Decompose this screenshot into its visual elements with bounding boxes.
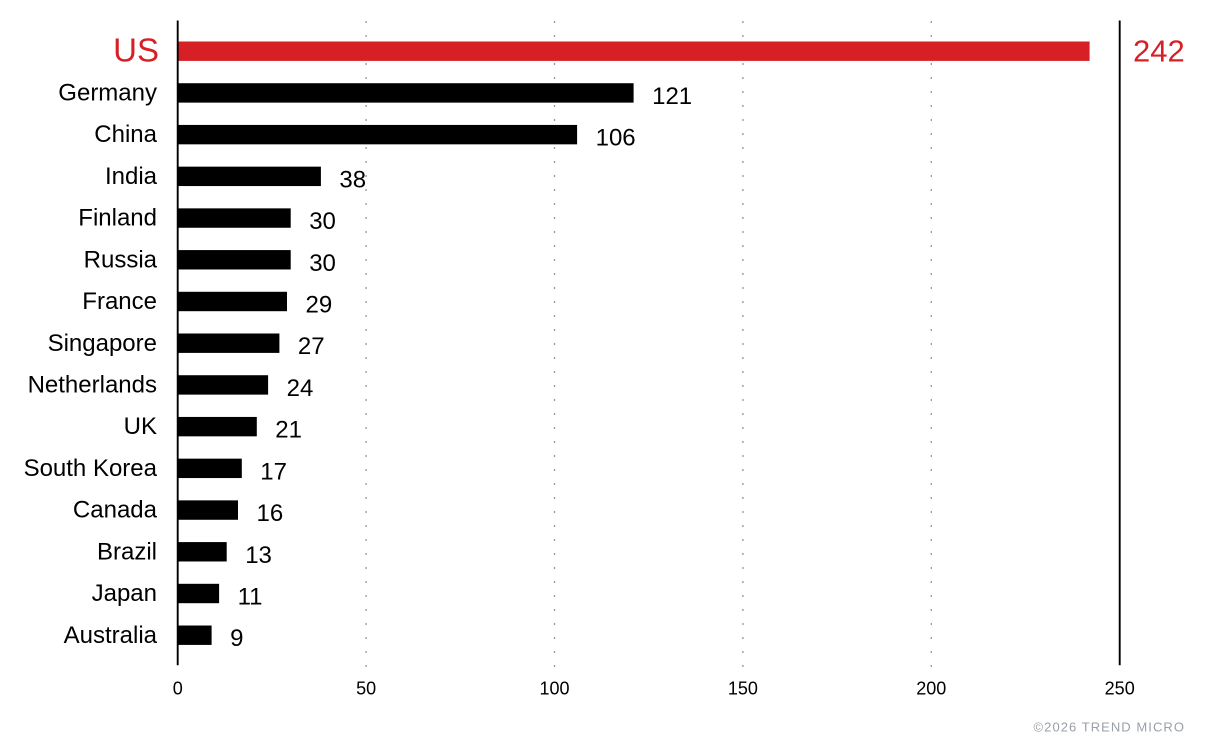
svg-text:150: 150 xyxy=(728,679,758,699)
svg-text:38: 38 xyxy=(339,166,366,193)
svg-text:11: 11 xyxy=(238,584,263,611)
svg-text:South Korea: South Korea xyxy=(24,455,158,482)
svg-text:Russia: Russia xyxy=(84,246,158,273)
svg-text:106: 106 xyxy=(596,125,636,152)
svg-text:30: 30 xyxy=(309,250,336,277)
svg-text:24: 24 xyxy=(287,375,314,402)
svg-text:Canada: Canada xyxy=(73,497,158,524)
svg-text:30: 30 xyxy=(309,208,336,235)
svg-text:China: China xyxy=(94,121,157,148)
svg-text:UK: UK xyxy=(124,413,157,440)
svg-text:Brazil: Brazil xyxy=(97,538,157,565)
svg-text:9: 9 xyxy=(230,625,243,652)
svg-text:Singapore: Singapore xyxy=(48,330,157,357)
svg-text:US: US xyxy=(113,31,159,68)
svg-text:100: 100 xyxy=(539,679,569,699)
svg-text:Australia: Australia xyxy=(64,622,158,649)
svg-text:200: 200 xyxy=(916,679,946,699)
svg-text:16: 16 xyxy=(257,500,284,527)
svg-text:29: 29 xyxy=(306,292,333,319)
svg-text:Finland: Finland xyxy=(78,205,157,232)
svg-text:13: 13 xyxy=(245,542,272,569)
svg-text:242: 242 xyxy=(1133,34,1185,69)
svg-text:©2026 TREND MICRO: ©2026 TREND MICRO xyxy=(1034,720,1185,735)
svg-text:27: 27 xyxy=(298,333,325,360)
svg-text:50: 50 xyxy=(356,679,376,699)
svg-text:121: 121 xyxy=(652,83,692,110)
svg-text:0: 0 xyxy=(173,679,183,699)
svg-text:Japan: Japan xyxy=(92,580,157,607)
svg-text:Germany: Germany xyxy=(58,80,157,107)
svg-text:250: 250 xyxy=(1105,679,1135,699)
svg-text:Netherlands: Netherlands xyxy=(28,372,157,399)
svg-text:India: India xyxy=(105,163,158,190)
svg-text:21: 21 xyxy=(275,417,302,444)
svg-text:France: France xyxy=(82,288,157,315)
svg-text:17: 17 xyxy=(260,458,287,485)
